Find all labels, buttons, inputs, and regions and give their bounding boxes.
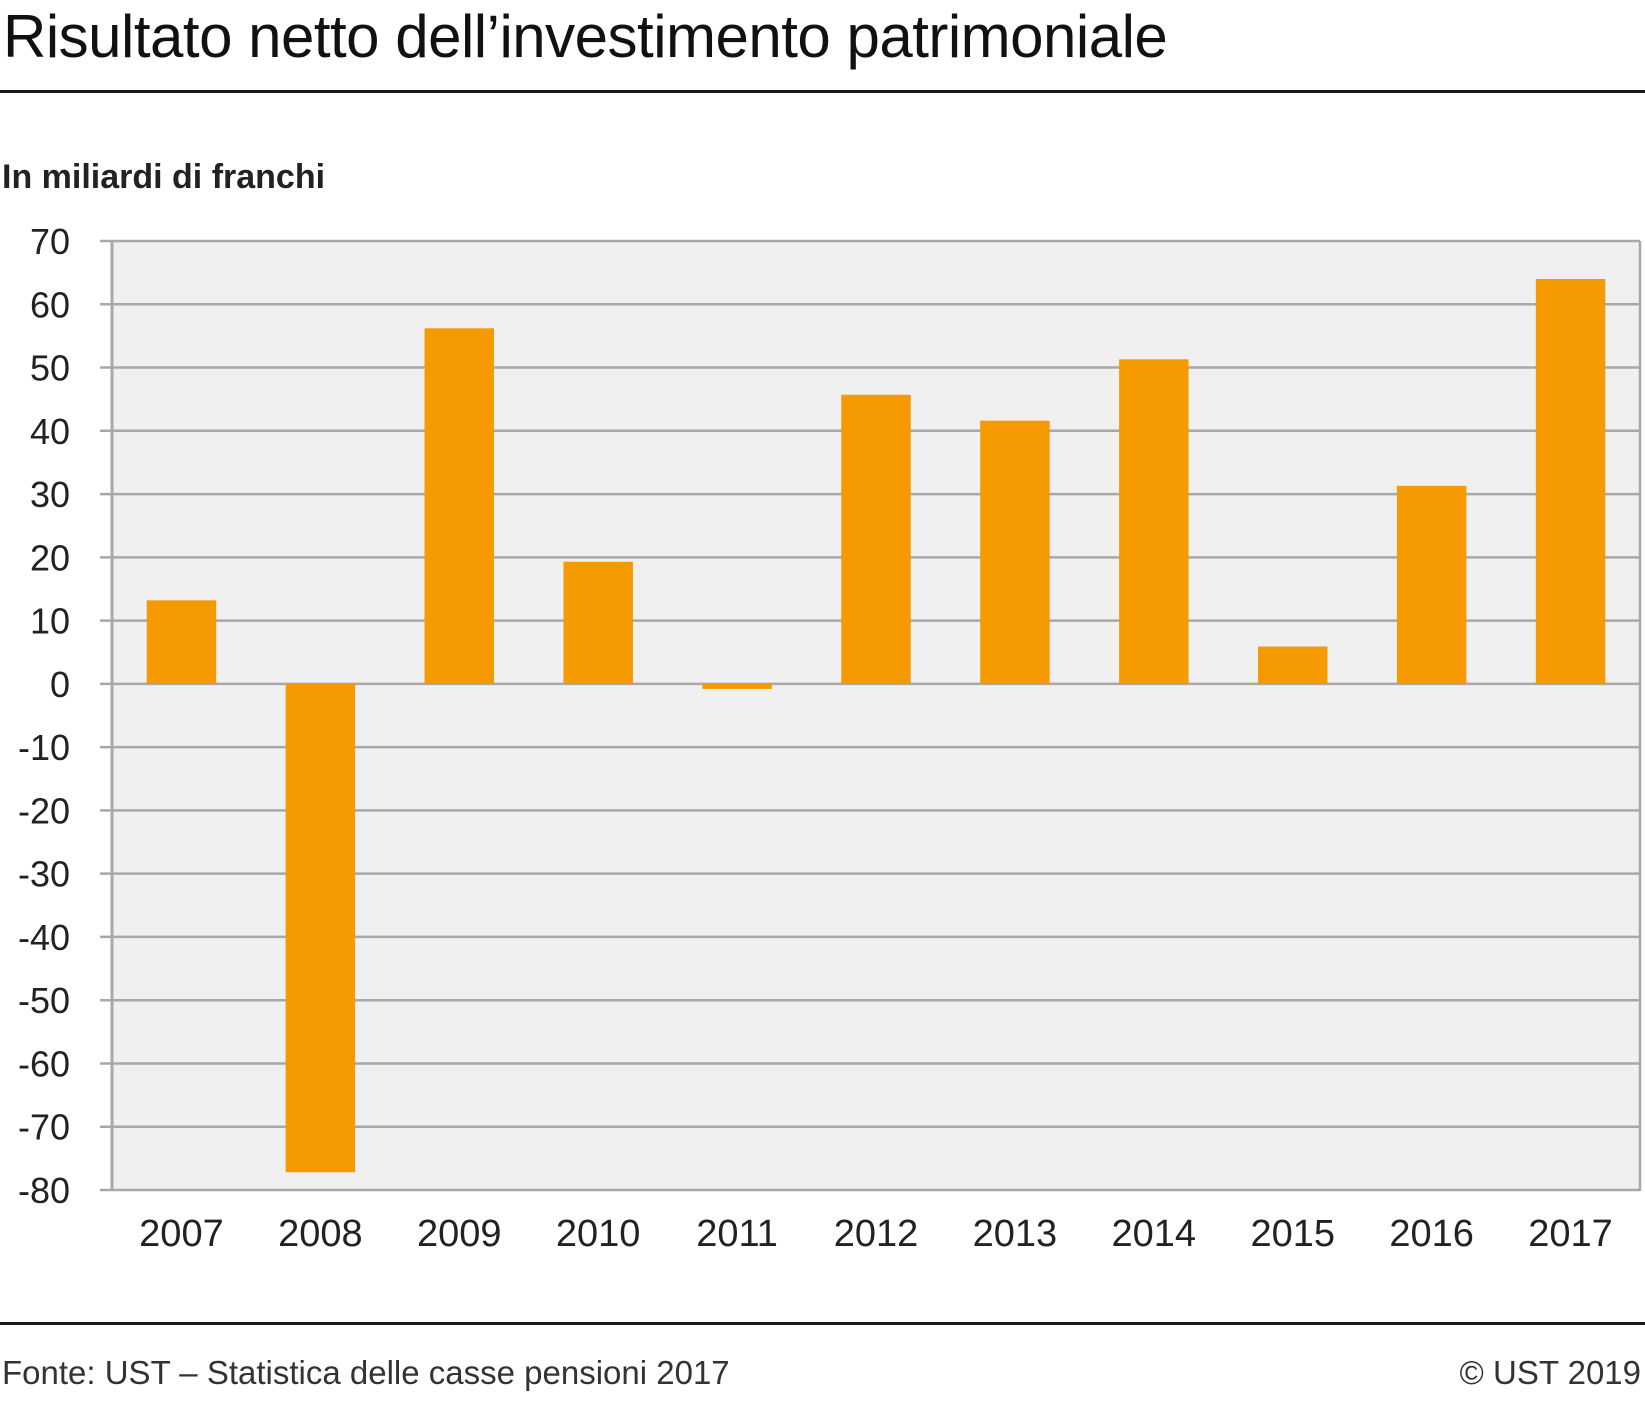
y-tick-label: 70	[30, 221, 70, 262]
chart-title: Risultato netto dell’investimento patrim…	[3, 3, 1168, 70]
y-axis-unit-label: In miliardi di franchi	[2, 158, 326, 196]
y-tick-label: -80	[18, 1170, 70, 1211]
bar-chart: 706050403020100-10-20-30-40-50-60-70-802…	[18, 221, 1642, 1255]
x-tick-label: 2015	[1250, 1213, 1335, 1255]
x-tick-label: 2012	[834, 1213, 919, 1255]
y-tick-label: 50	[30, 348, 70, 389]
bar-2016	[1396, 485, 1467, 684]
bar-2013	[980, 420, 1050, 684]
bar-2017	[1535, 278, 1606, 684]
y-tick-label: -20	[18, 790, 70, 831]
y-tick-label: -60	[18, 1043, 70, 1084]
y-tick-label: -10	[18, 727, 70, 768]
bar-2008	[285, 683, 356, 1173]
bar-2009	[424, 328, 494, 684]
title-divider	[0, 90, 1645, 93]
y-tick-label: 30	[30, 474, 70, 515]
y-tick-label: 20	[30, 537, 70, 578]
x-tick-label: 2013	[973, 1213, 1058, 1255]
x-tick-label: 2017	[1528, 1213, 1613, 1255]
bar-2014	[1119, 359, 1189, 684]
bar-2011	[702, 683, 772, 689]
x-tick-label: 2010	[556, 1213, 641, 1255]
bar-2007	[146, 600, 217, 684]
x-tick-label: 2007	[139, 1213, 224, 1255]
y-tick-label: 40	[30, 411, 70, 452]
x-tick-label: 2016	[1389, 1213, 1474, 1255]
bar-2010	[563, 561, 633, 684]
x-tick-label: 2008	[278, 1213, 363, 1255]
bar-2012	[841, 394, 911, 684]
y-tick-label: 60	[30, 284, 70, 325]
y-tick-label: -30	[18, 854, 70, 895]
y-tick-label: 10	[30, 601, 70, 642]
y-tick-label: -50	[18, 980, 70, 1021]
y-tick-label: -40	[18, 917, 70, 958]
y-tick-label: -70	[18, 1107, 70, 1148]
copyright-note: © UST 2019	[1459, 1354, 1641, 1391]
footer-divider	[0, 1322, 1645, 1325]
source-note: Fonte: UST – Statistica delle casse pens…	[2, 1354, 730, 1391]
y-tick-label: 0	[50, 664, 70, 705]
x-tick-label: 2014	[1112, 1213, 1197, 1255]
x-tick-label: 2009	[417, 1213, 502, 1255]
x-tick-label: 2011	[696, 1213, 778, 1255]
bar-2015	[1258, 646, 1328, 684]
